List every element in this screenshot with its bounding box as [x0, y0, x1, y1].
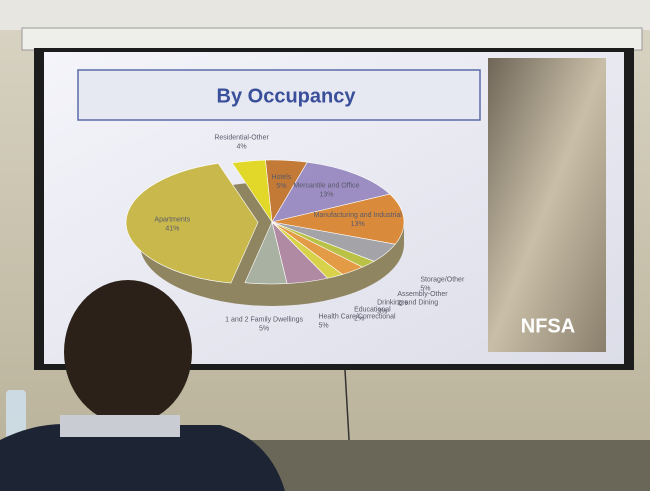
slice-label: Storage/Other	[420, 276, 465, 283]
ceiling	[0, 0, 650, 30]
slice-label: Apartments	[154, 216, 190, 223]
slice-label: Drinking and Dining	[377, 300, 438, 307]
photo: By Occupancy NFSA Hotels 5% Mercantile and…	[0, 0, 650, 491]
logo: NFSA	[521, 315, 575, 337]
slice-value-label: 13%	[351, 221, 365, 228]
slice-value-label: 5%	[318, 322, 328, 329]
screen-housing	[22, 28, 642, 50]
slice-label: Health Care/Correctional	[318, 313, 395, 320]
slice-label: Hotels	[272, 174, 292, 181]
slice-label: Mercantile and Office	[293, 183, 359, 190]
slice-label: Residential-Other	[214, 135, 269, 142]
slice-value-label: 13%	[319, 192, 333, 199]
person-head	[64, 280, 192, 424]
slice-label: Manufacturing and Industrial	[314, 212, 403, 219]
slice-label: Assembly-Other	[397, 291, 448, 298]
chart-title: By Occupancy	[217, 85, 357, 107]
slide-image	[488, 58, 606, 352]
slice-value-label: 5%	[276, 183, 286, 190]
slice-value-label: 5%	[259, 325, 269, 332]
slice-value-label: 41%	[165, 225, 179, 232]
person-collar	[60, 415, 180, 437]
slice-value-label: 4%	[237, 144, 247, 151]
slice-label: 1 and 2 Family Dwellings	[225, 316, 303, 323]
